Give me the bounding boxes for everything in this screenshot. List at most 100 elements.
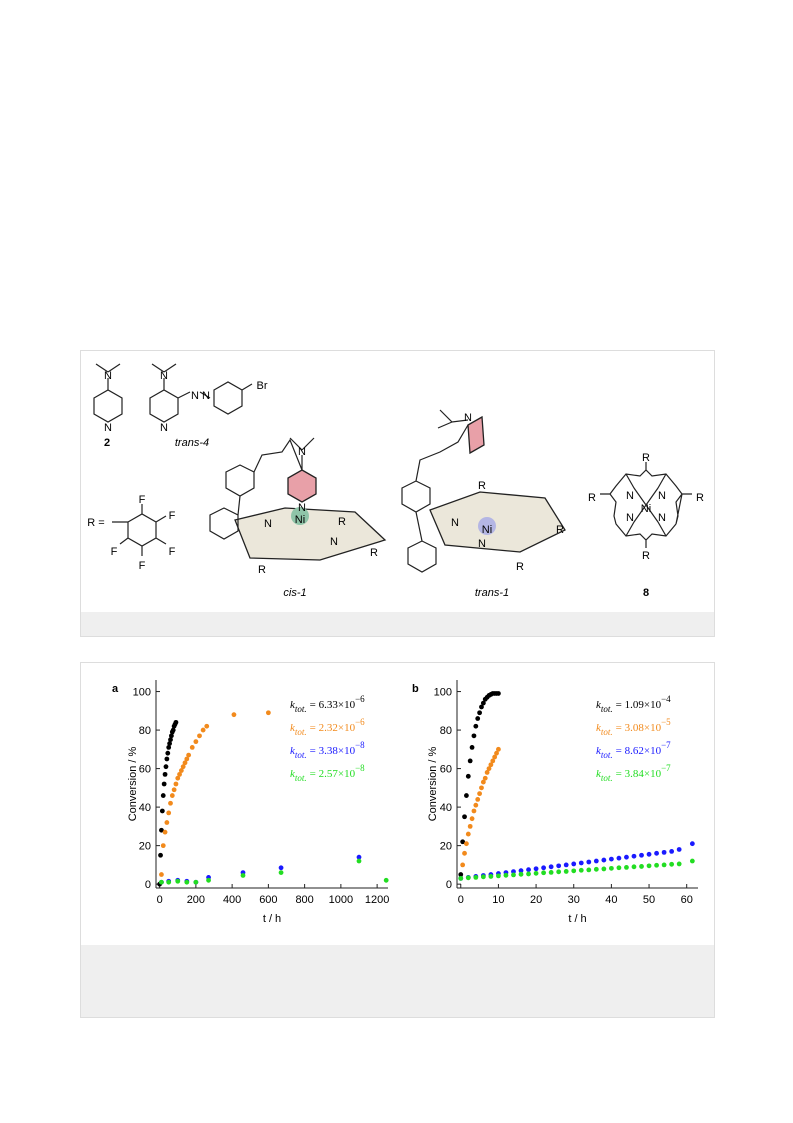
data-point	[189, 745, 195, 750]
legend-text: −4	[661, 694, 671, 704]
legend-text: −7	[661, 763, 671, 773]
data-point	[465, 831, 471, 837]
legend-text: −6	[355, 694, 365, 704]
x-tick-label: 20	[530, 894, 542, 906]
data-point	[518, 868, 524, 874]
legend-text: tot.	[295, 773, 307, 783]
data-point	[204, 723, 210, 729]
atom-label: R	[370, 547, 378, 559]
data-point	[471, 733, 477, 739]
data-point	[158, 852, 163, 858]
x-tick-label: 200	[187, 894, 205, 906]
data-point	[533, 866, 539, 872]
atom-label: N	[202, 390, 210, 402]
x-tick-label: 1000	[329, 894, 353, 906]
atom-label: N	[160, 370, 168, 382]
data-point	[676, 847, 682, 852]
compound-label: 2	[104, 437, 110, 449]
legend-text: tot.	[601, 727, 613, 737]
data-point	[608, 865, 614, 871]
data-point	[601, 857, 607, 863]
data-point	[496, 873, 501, 879]
data-point	[511, 872, 516, 878]
caption-strip	[81, 945, 714, 1017]
data-point	[175, 878, 181, 884]
data-point	[593, 858, 599, 864]
atom-label: F	[139, 494, 146, 506]
atom-label: N	[264, 518, 272, 530]
atom-label: F	[169, 510, 176, 522]
atom-label: R	[258, 564, 266, 576]
data-point	[494, 750, 499, 756]
data-point	[164, 820, 170, 825]
atom-label: Br	[257, 380, 268, 392]
data-point	[178, 768, 184, 773]
data-point	[169, 793, 175, 798]
data-point	[467, 823, 473, 829]
data-point	[462, 850, 467, 856]
data-point	[669, 849, 675, 854]
legend-text: = 6.33×10	[310, 699, 356, 711]
data-point	[563, 869, 569, 874]
y-axis-label: Conversion / %	[427, 746, 439, 821]
atom-label: Ni	[295, 514, 305, 526]
atom-label: N	[298, 446, 306, 458]
data-point	[193, 739, 199, 745]
legend-text: −8	[355, 763, 365, 773]
figure-box	[80, 350, 715, 637]
atom-label: N	[658, 490, 666, 502]
data-point	[240, 873, 246, 878]
data-point	[166, 879, 172, 885]
data-point	[161, 781, 167, 787]
x-tick-label: 0	[458, 894, 464, 906]
data-point	[460, 839, 466, 845]
data-point	[689, 841, 695, 847]
y-tick-label: 100	[434, 687, 452, 699]
data-point	[496, 746, 501, 752]
legend-text: = 2.32×10	[310, 722, 356, 734]
data-point	[484, 770, 490, 775]
data-point	[383, 877, 389, 883]
legend-text: k	[290, 722, 296, 734]
data-point	[503, 872, 509, 878]
x-tick-label: 400	[223, 894, 241, 906]
x-tick-label: 40	[605, 894, 617, 906]
data-point	[356, 854, 362, 860]
porphyrin	[429, 491, 566, 553]
data-point	[616, 855, 622, 861]
legend-text: tot.	[601, 704, 613, 714]
data-point	[492, 754, 498, 760]
compound-label: R =	[87, 517, 104, 529]
atom-label: N	[658, 512, 666, 524]
data-point	[624, 864, 629, 870]
x-tick-label: 30	[568, 894, 580, 906]
y-tick-label: 0	[446, 879, 452, 891]
atom-label: R	[516, 561, 524, 573]
panel-label: a	[112, 683, 119, 695]
data-point	[477, 710, 482, 716]
data-point	[480, 874, 486, 880]
legend-text: k	[290, 745, 296, 757]
data-point	[467, 758, 473, 764]
data-point	[480, 779, 486, 785]
data-point	[193, 879, 199, 885]
x-tick-label: 800	[295, 894, 313, 906]
data-point	[458, 872, 464, 877]
atom-label: Ni	[641, 503, 651, 515]
atom-label: N	[330, 536, 338, 548]
data-point	[159, 827, 164, 833]
data-point	[471, 808, 477, 814]
x-tick-label: 1200	[365, 894, 389, 906]
legend-text: = 2.57×10	[310, 768, 356, 780]
data-point	[541, 865, 547, 871]
ni-center	[478, 517, 496, 535]
data-point	[171, 787, 177, 793]
data-point	[173, 781, 179, 787]
data-point	[160, 793, 166, 798]
data-point	[458, 875, 464, 881]
data-point	[231, 712, 237, 718]
atom-label: Ni	[482, 524, 492, 536]
atom-label: R	[696, 492, 704, 504]
x-axis-label: t / h	[568, 913, 586, 925]
